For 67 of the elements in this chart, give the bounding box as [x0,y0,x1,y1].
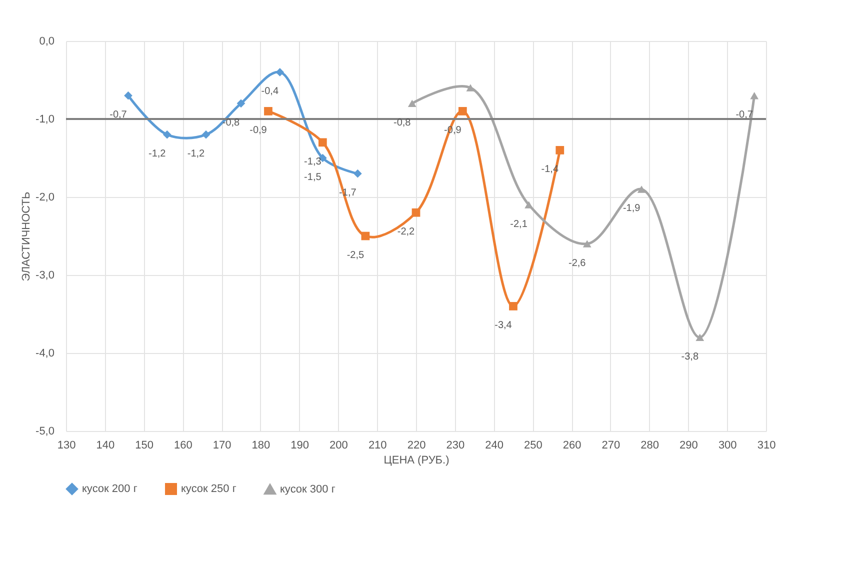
x-tick-label: 290 [680,440,698,452]
data-label: -0,8 [222,117,240,128]
y-tick-label: -2,0 [36,192,54,204]
data-label: -0,4 [261,86,279,98]
point [466,84,475,92]
x-tick-label: 210 [368,440,387,452]
point [202,130,210,139]
point [637,186,646,193]
point [750,92,759,100]
point [509,302,518,310]
y-axis-title: ЭЛАСТИЧНОСТЬ [20,192,33,282]
point [556,146,564,154]
data-label: -0,8 [393,117,412,128]
x-tick-label: 170 [212,440,232,452]
y-tick-label: -4,0 [36,348,54,360]
x-tick-label: 260 [562,440,582,452]
x-tick-label: 200 [330,440,348,452]
data-label: -2,1 [510,218,528,230]
point [276,68,284,76]
x-tick-label: 270 [602,440,620,452]
x-tick-label: 300 [718,440,737,452]
x-tick-label: 150 [135,440,154,452]
x-tick-label: 240 [485,440,504,452]
y-tick-label: 0,0 [39,36,54,48]
point [582,240,592,248]
x-tick-label: 280 [640,440,660,452]
point [318,138,327,147]
y-tick-label: -5,0 [36,426,54,438]
point [696,334,704,342]
point [361,232,370,240]
x-tick-label: 310 [757,440,776,452]
data-label: -1,3 [304,156,322,168]
legend-label: кусок 250 г [181,483,236,495]
point [524,201,533,208]
data-label: -1,2 [187,148,206,160]
point [264,107,272,116]
data-label: -0,9 [250,125,268,136]
legend-label: кусок 200 г [82,483,138,495]
data-label: -2,5 [346,250,364,261]
x-tick-label: 250 [524,440,542,452]
data-label: -0,7 [110,110,128,121]
point [408,100,416,108]
y-tick-label: -1,0 [36,114,54,126]
data-label: -3,4 [494,320,512,332]
x-axis-title: ЦЕНА (РУБ.) [384,454,450,466]
data-label: -2,2 [397,226,416,238]
point [458,107,467,116]
x-tick-label: 140 [96,440,115,452]
data-label: -1,2 [148,148,166,160]
data-label: -1,9 [622,203,641,214]
x-tick-label: 230 [446,440,465,452]
point [124,91,132,100]
point [162,130,172,139]
x-tick-label: 160 [174,440,192,452]
x-tick-label: 130 [57,440,76,452]
point [236,99,246,108]
data-label: -0,7 [736,110,754,121]
y-tick-label: -3,0 [36,270,54,282]
legend-label: кусок 300 г [280,483,336,496]
x-tick-label: 190 [290,440,310,452]
data-label: -2,6 [568,258,586,269]
x-tick-label: 220 [407,440,426,452]
x-tick-label: 180 [252,440,270,452]
point [353,169,362,178]
data-label: -1,5 [304,172,322,183]
data-label: -3,8 [681,351,699,362]
point [412,208,420,217]
